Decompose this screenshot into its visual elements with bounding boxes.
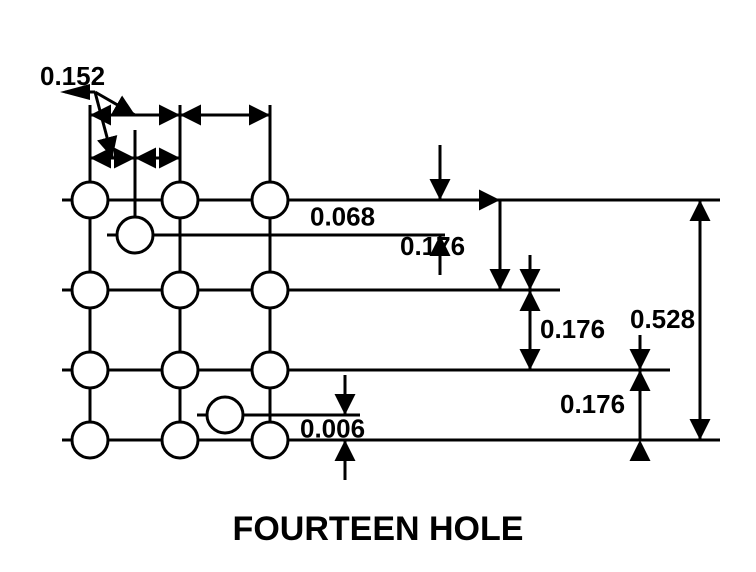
hole	[162, 272, 198, 308]
dim-offset-bottom: 0.006	[300, 414, 365, 444]
hole	[72, 422, 108, 458]
hole	[252, 422, 288, 458]
hole	[162, 422, 198, 458]
hole	[72, 182, 108, 218]
hole	[162, 182, 198, 218]
hole	[117, 217, 153, 253]
dim-total-height: 0.528	[630, 304, 695, 334]
diagram-title: FOURTEEN HOLE	[233, 510, 524, 548]
dim-offset-top: 0.068	[310, 202, 375, 232]
dim-row-spacing-1: 0.176	[540, 314, 605, 344]
hole	[72, 352, 108, 388]
hole	[252, 352, 288, 388]
dim-horizontal-spacing: 0.152	[40, 61, 105, 91]
hole	[72, 272, 108, 308]
hole	[162, 352, 198, 388]
hole-pattern-diagram: 0.152 0.068 0.176 0.176 0.176 0.528 0.006 FOUR…	[0, 0, 756, 572]
hole	[252, 272, 288, 308]
dim-offset-mid: 0.176	[400, 231, 465, 261]
hole	[207, 397, 243, 433]
dim-row-spacing-2: 0.176	[560, 389, 625, 419]
hole	[252, 182, 288, 218]
